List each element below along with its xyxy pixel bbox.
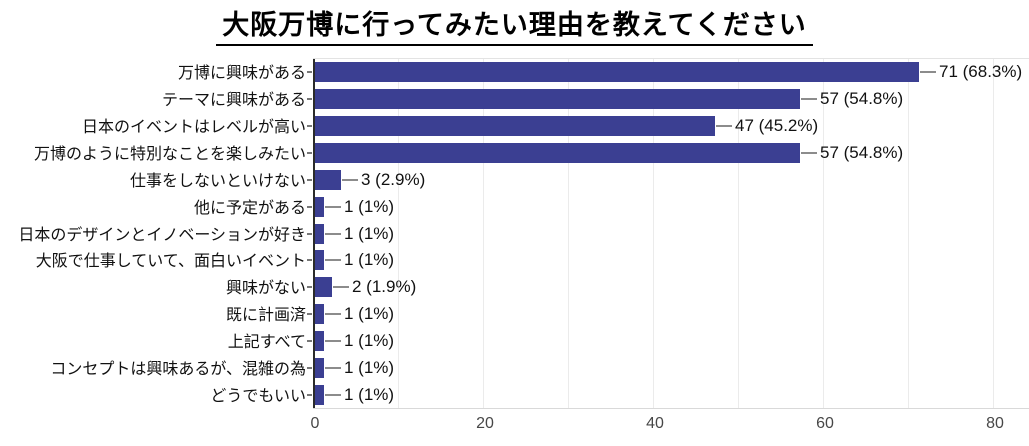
bar-6 xyxy=(315,223,324,244)
gridline-x-20 xyxy=(483,59,484,408)
leader-line-4 xyxy=(342,178,358,181)
bar-5 xyxy=(315,196,324,217)
leader-line-6 xyxy=(325,232,341,235)
chart-title: 大阪万博に行ってみたい理由を教えてください xyxy=(216,8,813,46)
y-tick-3 xyxy=(307,151,312,154)
bar-10 xyxy=(315,330,324,351)
value-label-2: 47 (45.2%) xyxy=(735,116,819,136)
leader-line-5 xyxy=(325,205,341,208)
value-label-12: 1 (1%) xyxy=(344,384,395,404)
gridline-x-30 xyxy=(568,59,569,408)
gridline-x-80 xyxy=(993,59,994,408)
bar-1 xyxy=(315,89,800,110)
value-label-0: 71 (68.3%) xyxy=(939,62,1023,82)
y-tick-10 xyxy=(307,339,312,342)
value-label-5: 1 (1%) xyxy=(344,196,395,216)
value-label-8: 2 (1.9%) xyxy=(352,277,417,297)
y-tick-7 xyxy=(307,259,312,262)
bar-9 xyxy=(315,304,324,325)
value-label-6: 1 (1%) xyxy=(344,223,395,243)
value-label-9: 1 (1%) xyxy=(344,304,395,324)
bar-3 xyxy=(315,142,800,163)
bar-12 xyxy=(315,384,324,405)
y-tick-5 xyxy=(307,205,312,208)
bar-11 xyxy=(315,357,324,378)
y-axis-category-labels: 万博に興味があるテーマに興味がある日本のイベントはレベルが高い万博のように特別な… xyxy=(0,58,306,407)
bar-0 xyxy=(315,62,919,83)
category-label-1: テーマに興味がある xyxy=(161,92,306,110)
category-label-2: 日本のイベントはレベルが高い xyxy=(81,119,306,137)
y-tick-0 xyxy=(307,71,312,74)
category-label-3: 万博のように特別なことを楽しみたい xyxy=(33,145,306,163)
leader-line-7 xyxy=(325,259,341,262)
leader-line-3 xyxy=(801,151,817,154)
bar-2 xyxy=(315,116,715,137)
y-tick-4 xyxy=(307,178,312,181)
value-label-11: 1 (1%) xyxy=(344,357,395,377)
category-label-9: 既に計画済 xyxy=(225,307,306,325)
bar-7 xyxy=(315,250,324,271)
leader-line-11 xyxy=(325,366,341,369)
bar-8 xyxy=(315,277,332,298)
y-axis-line xyxy=(313,59,315,408)
category-label-5: 他に予定がある xyxy=(193,199,306,217)
y-tick-9 xyxy=(307,313,312,316)
value-label-10: 1 (1%) xyxy=(344,330,395,350)
leader-line-0 xyxy=(920,71,936,74)
x-tick-label-40: 40 xyxy=(646,415,664,432)
y-tick-6 xyxy=(307,232,312,235)
category-label-10: 上記すべて xyxy=(227,333,306,351)
gridline-x-40 xyxy=(653,59,654,408)
value-label-1: 57 (54.8%) xyxy=(820,89,904,109)
value-label-3: 57 (54.8%) xyxy=(820,142,904,162)
leader-line-9 xyxy=(325,313,341,316)
category-label-4: 仕事をしないといけない xyxy=(129,172,306,190)
y-tick-12 xyxy=(307,393,312,396)
gridline-x-70 xyxy=(908,59,909,408)
x-tick-label-20: 20 xyxy=(476,415,494,432)
x-tick-label-80: 80 xyxy=(986,415,1004,432)
category-label-11: コンセプトは興味あるが、混雑の為 xyxy=(50,360,306,378)
value-label-7: 1 (1%) xyxy=(344,250,395,270)
category-label-12: どうでもいい xyxy=(210,387,306,405)
leader-line-2 xyxy=(716,125,732,128)
bar-4 xyxy=(315,169,341,190)
leader-line-8 xyxy=(333,286,349,289)
leader-line-10 xyxy=(325,339,341,342)
plot-area: 71 (68.3%) 57 (54.8%) 47 (45.2%) 57 (54.8%)… xyxy=(307,58,1029,409)
y-tick-1 xyxy=(307,98,312,101)
y-tick-11 xyxy=(307,366,312,369)
leader-line-12 xyxy=(325,393,341,396)
category-label-6: 日本のデザインとイノベーションが好き xyxy=(18,226,306,244)
gridline-x-60 xyxy=(823,59,824,408)
gridline-x-50 xyxy=(738,59,739,408)
x-tick-label-60: 60 xyxy=(816,415,834,432)
category-label-7: 大阪で仕事していて、面白いイベント xyxy=(35,253,306,271)
x-tick-label-0: 0 xyxy=(310,415,320,432)
category-label-0: 万博に興味がある xyxy=(177,65,306,83)
chart-title-wrap: 大阪万博に行ってみたい理由を教えてください xyxy=(0,8,1029,46)
category-label-8: 興味がない xyxy=(225,280,306,298)
leader-line-1 xyxy=(801,98,817,101)
gridline-x-10 xyxy=(398,59,399,408)
x-axis-tick-labels: 0 20 40 60 80 xyxy=(0,415,1029,439)
y-tick-8 xyxy=(307,286,312,289)
y-tick-2 xyxy=(307,125,312,128)
value-label-4: 3 (2.9%) xyxy=(361,169,426,189)
